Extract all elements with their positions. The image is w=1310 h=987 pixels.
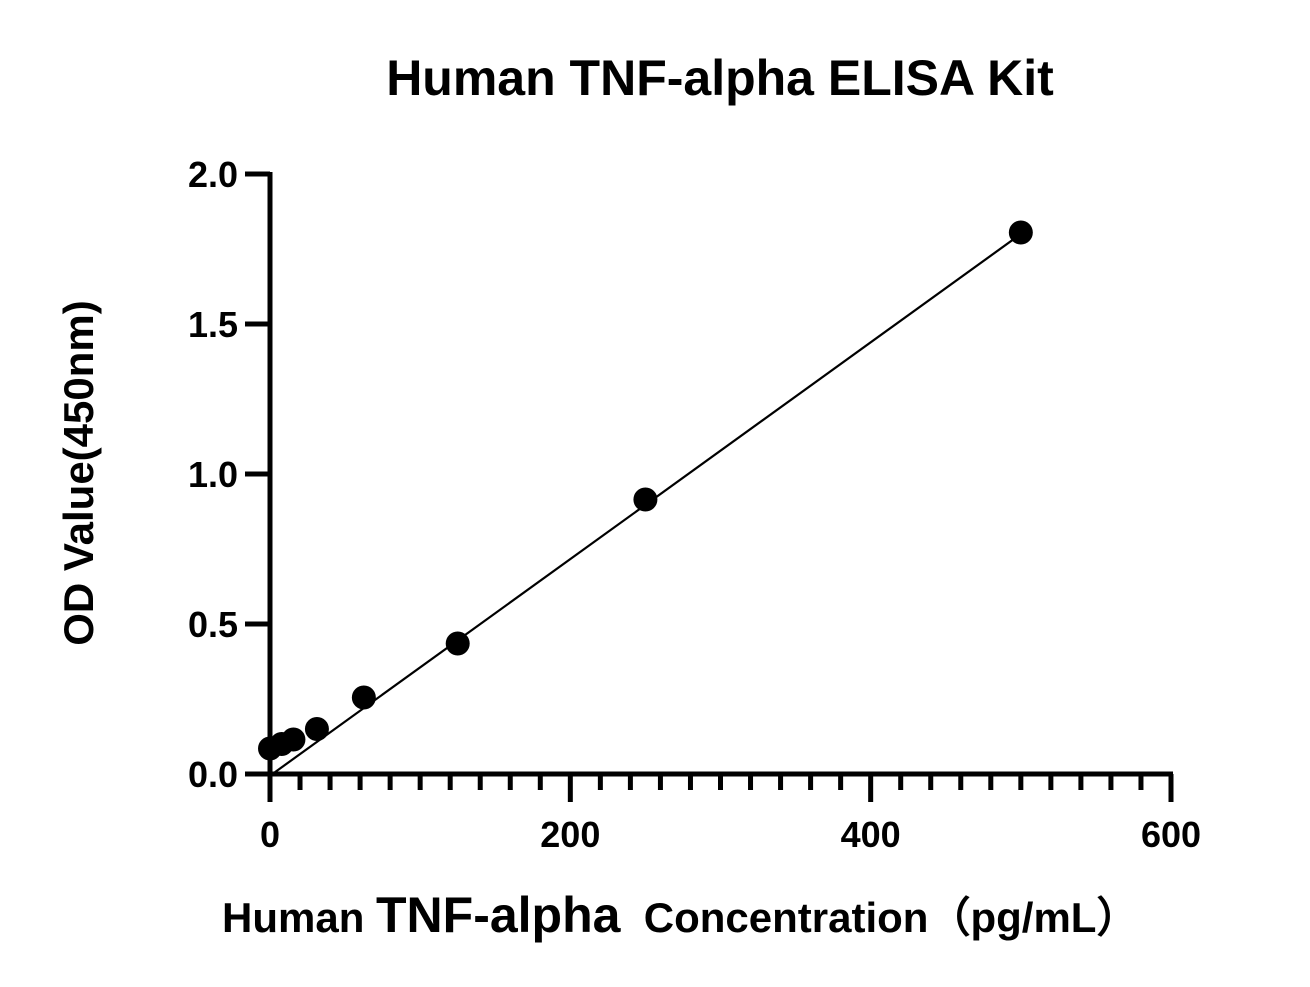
data-point <box>1008 220 1033 245</box>
y-tick-label: 1.5 <box>188 304 238 345</box>
x-axis-label-part-3: Concentration <box>620 894 928 941</box>
y-axis-ticks: 0.0 0.5 1.0 1.5 2.0 <box>188 154 270 795</box>
chart-title: Human TNF-alpha ELISA Kit <box>386 50 1054 106</box>
data-point <box>633 487 658 512</box>
x-tick-label: 200 <box>540 814 600 855</box>
x-tick-label: 0 <box>260 814 280 855</box>
data-points <box>258 220 1033 761</box>
data-point <box>304 717 329 741</box>
axes <box>267 172 1173 777</box>
y-tick-label: 0.0 <box>188 754 238 795</box>
y-tick-label: 0.5 <box>188 604 238 645</box>
x-axis-ticks: 0 200 400 600 <box>260 774 1201 855</box>
y-tick-label: 1.0 <box>188 454 238 495</box>
x-axis-label: Human TNF-alpha Concentration（pg/mL） <box>222 887 1138 943</box>
data-point <box>445 631 470 656</box>
x-tick-label: 400 <box>841 814 901 855</box>
data-point <box>351 685 376 710</box>
y-tick-label: 2.0 <box>188 154 238 195</box>
x-axis-label-part-4: （pg/mL） <box>928 894 1138 941</box>
x-tick-label: 600 <box>1141 814 1201 855</box>
y-axis-label: OD Value(450nm) <box>55 300 102 645</box>
data-point <box>281 727 306 752</box>
x-axis-label-part-1: Human <box>222 894 376 941</box>
x-axis-label-part-2: TNF-alpha <box>376 887 622 943</box>
